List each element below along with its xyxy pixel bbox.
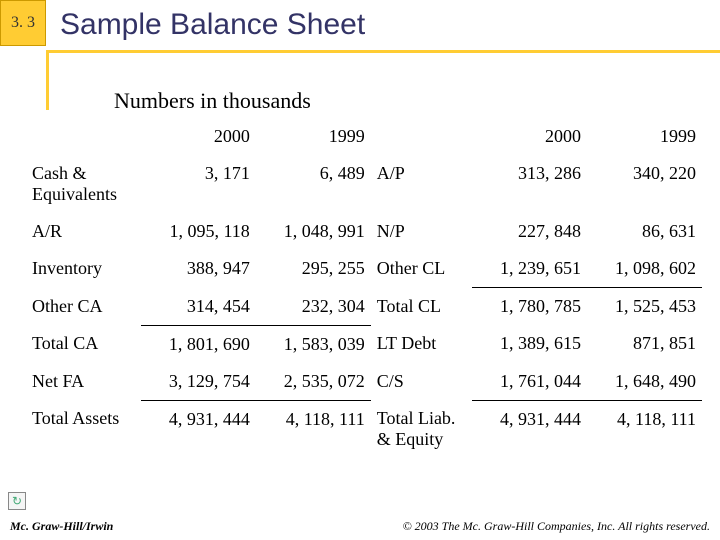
row-label: Other CL: [371, 250, 472, 288]
table-header-row: 2000 1999 2000 1999: [26, 118, 702, 155]
footer-left: Mc. Graw-Hill/Irwin: [10, 519, 113, 534]
row-label: Total Assets: [26, 400, 141, 458]
row-value: 340, 220: [587, 155, 702, 213]
row-value: 388, 947: [141, 250, 256, 288]
row-value: 232, 304: [256, 288, 371, 326]
col-header-2000b: 2000: [472, 118, 587, 155]
row-value: 1, 525, 453: [587, 288, 702, 326]
row-value: 1, 389, 615: [472, 325, 587, 363]
title-underline: [46, 50, 720, 53]
row-label: Total CL: [371, 288, 472, 326]
row-value: 227, 848: [472, 213, 587, 250]
balance-sheet-table-wrap: 2000 1999 2000 1999 Cash & Equivalents3,…: [26, 118, 702, 458]
table-row: Total CA1, 801, 6901, 583, 039LT Debt1, …: [26, 325, 702, 363]
row-value: 1, 048, 991: [256, 213, 371, 250]
row-label: LT Debt: [371, 325, 472, 363]
row-label: Net FA: [26, 363, 141, 401]
table-row: Other CA314, 454232, 304Total CL1, 780, …: [26, 288, 702, 326]
row-value: 3, 129, 754: [141, 363, 256, 401]
row-value: 4, 931, 444: [141, 400, 256, 458]
slide-number: 3. 3: [11, 14, 35, 32]
row-value: 3, 171: [141, 155, 256, 213]
page-title: Sample Balance Sheet: [60, 8, 710, 42]
table-row: Inventory388, 947295, 255Other CL1, 239,…: [26, 250, 702, 288]
row-value: 1, 095, 118: [141, 213, 256, 250]
row-value: 1, 780, 785: [472, 288, 587, 326]
row-value: 1, 583, 039: [256, 325, 371, 363]
table-row: Net FA3, 129, 7542, 535, 072C/S1, 761, 0…: [26, 363, 702, 401]
col-header-1999b: 1999: [587, 118, 702, 155]
subtitle: Numbers in thousands: [114, 88, 311, 114]
table-row: A/R1, 095, 1181, 048, 991N/P227, 84886, …: [26, 213, 702, 250]
balance-sheet-table: 2000 1999 2000 1999 Cash & Equivalents3,…: [26, 118, 702, 458]
row-label: A/P: [371, 155, 472, 213]
accent-vline: [46, 50, 49, 110]
row-value: 4, 118, 111: [256, 400, 371, 458]
row-value: 1, 761, 044: [472, 363, 587, 401]
col-header-empty: [26, 118, 141, 155]
row-label: Total Liab. & Equity: [371, 400, 472, 458]
row-value: 4, 118, 111: [587, 400, 702, 458]
table-row: Cash & Equivalents3, 1716, 489A/P313, 28…: [26, 155, 702, 213]
row-value: 871, 851: [587, 325, 702, 363]
row-value: 4, 931, 444: [472, 400, 587, 458]
row-value: 1, 801, 690: [141, 325, 256, 363]
row-label: N/P: [371, 213, 472, 250]
table-body: Cash & Equivalents3, 1716, 489A/P313, 28…: [26, 155, 702, 458]
row-value: 6, 489: [256, 155, 371, 213]
footer: Mc. Graw-Hill/Irwin © 2003 The Mc. Graw-…: [10, 519, 710, 534]
row-value: 295, 255: [256, 250, 371, 288]
slide-number-box: 3. 3: [0, 0, 46, 46]
row-label: Inventory: [26, 250, 141, 288]
col-header-2000a: 2000: [141, 118, 256, 155]
row-label: Total CA: [26, 325, 141, 363]
row-value: 313, 286: [472, 155, 587, 213]
row-label: Other CA: [26, 288, 141, 326]
col-header-empty2: [371, 118, 472, 155]
refresh-icon[interactable]: ↻: [8, 492, 26, 510]
row-value: 1, 239, 651: [472, 250, 587, 288]
row-value: 1, 098, 602: [587, 250, 702, 288]
footer-right: © 2003 The Mc. Graw-Hill Companies, Inc.…: [403, 519, 710, 534]
title-area: Sample Balance Sheet: [60, 8, 710, 42]
row-label: Cash & Equivalents: [26, 155, 141, 213]
row-value: 1, 648, 490: [587, 363, 702, 401]
row-value: 314, 454: [141, 288, 256, 326]
row-value: 2, 535, 072: [256, 363, 371, 401]
col-header-1999a: 1999: [256, 118, 371, 155]
row-label: A/R: [26, 213, 141, 250]
row-value: 86, 631: [587, 213, 702, 250]
row-label: C/S: [371, 363, 472, 401]
table-row: Total Assets4, 931, 4444, 118, 111Total …: [26, 400, 702, 458]
